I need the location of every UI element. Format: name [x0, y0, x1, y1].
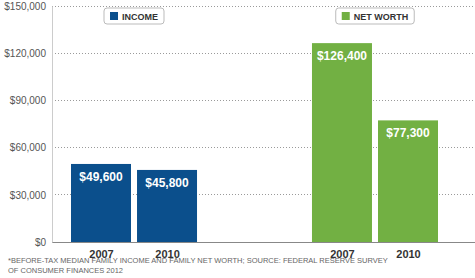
y-tick-label: $60,000 — [10, 142, 47, 153]
bars — [71, 43, 438, 242]
legend-swatch — [342, 12, 350, 20]
data-label: $126,400 — [317, 49, 367, 63]
x-tick-label: 2010 — [396, 248, 420, 260]
chart: $0 $30,000 $60,000 $90,000 $120,000 $150,000 2… — [0, 0, 475, 278]
y-axis-line — [52, 7, 53, 243]
y-tick-label: $30,000 — [10, 190, 47, 201]
data-labels: $49,600 $45,800 $126,400 $77,300 — [79, 49, 430, 190]
grid-line — [52, 53, 475, 54]
bar — [378, 120, 438, 242]
y-tick: $60,000 — [10, 142, 52, 153]
bar — [71, 164, 131, 242]
footnote: *BEFORE-TAX MEDIAN FAMILY INCOME AND FAM… — [8, 256, 388, 265]
grid-line — [52, 6, 475, 7]
legend-entry: NET WORTH — [336, 8, 415, 24]
bar — [312, 43, 372, 242]
bar — [137, 170, 197, 242]
grid-line — [52, 100, 475, 101]
legend-box — [336, 8, 415, 24]
y-axis: $0 $30,000 $60,000 $90,000 $120,000 $150,000 — [4, 1, 52, 248]
legend-box — [104, 8, 164, 24]
y-tick: $120,000 — [4, 48, 52, 59]
legend-label: NET WORTH — [354, 12, 409, 22]
legend-label: INCOME — [122, 12, 158, 22]
y-tick-label: $150,000 — [4, 1, 46, 12]
x-tick: 2010 — [396, 242, 420, 260]
y-tick: $90,000 — [10, 95, 52, 106]
y-tick-label: $0 — [35, 237, 47, 248]
data-label: $77,300 — [386, 126, 430, 140]
legend-entry: INCOME — [104, 8, 164, 24]
y-tick: $30,000 — [10, 190, 52, 201]
y-tick: $150,000 — [4, 1, 52, 12]
y-tick: $0 — [35, 237, 52, 248]
legend-swatch — [110, 12, 118, 20]
y-tick-label: $120,000 — [4, 48, 46, 59]
data-label: $49,600 — [79, 170, 123, 184]
grid — [52, 6, 475, 242]
footnote: OF CONSUMER FINANCES 2012 — [8, 266, 123, 275]
data-label: $45,800 — [145, 176, 189, 190]
y-tick-label: $90,000 — [10, 95, 47, 106]
